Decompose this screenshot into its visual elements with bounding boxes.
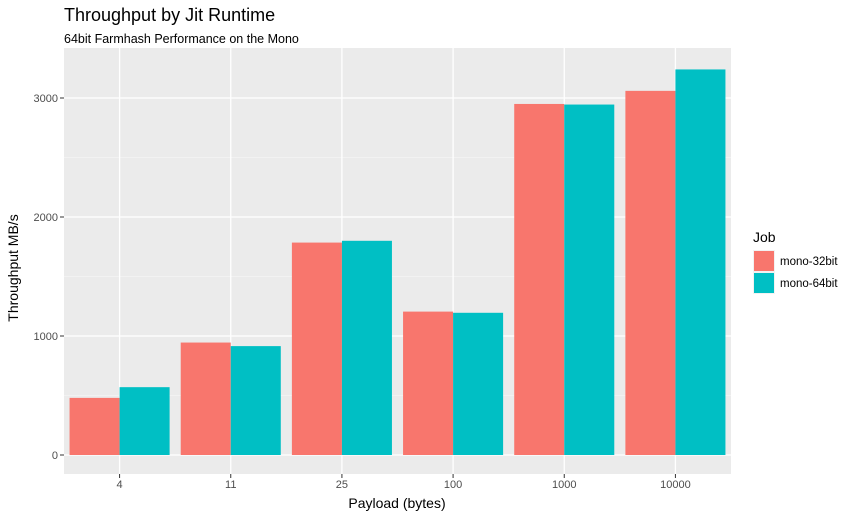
legend-label-mono-64bit: mono-64bit [780, 278, 838, 290]
y-tick-label: 0 [52, 450, 58, 462]
legend-title: Job [753, 229, 776, 245]
bar-mono-32bit-11 [180, 342, 231, 455]
x-tick-label: 10000 [660, 479, 691, 491]
x-tick-label: 1000 [552, 479, 576, 491]
bar-mono-64bit-10000 [675, 69, 726, 455]
legend: Job mono-32bit mono-64bit [753, 229, 838, 294]
bar-mono-32bit-4 [69, 397, 120, 455]
chart-title: Throughput by Jit Runtime [64, 5, 275, 25]
y-axis-title: Throughput MB/s [5, 214, 21, 321]
y-tick-label: 2000 [34, 212, 58, 224]
x-tick-label: 11 [225, 479, 236, 491]
y-axis: 0 1000 2000 3000 [34, 93, 64, 462]
bar-mono-32bit-25 [291, 242, 342, 455]
y-tick-label: 3000 [34, 93, 58, 105]
legend-label-mono-32bit: mono-32bit [780, 256, 838, 268]
chart-subtitle: 64bit Farmhash Performance on the Mono [64, 32, 299, 46]
legend-key-mono-32bit [754, 251, 774, 271]
x-tick-label: 100 [444, 479, 462, 491]
bar-mono-64bit-100 [453, 312, 504, 455]
x-tick-label: 25 [336, 479, 348, 491]
bar-mono-64bit-4 [119, 387, 170, 455]
bar-mono-64bit-25 [341, 240, 392, 455]
bars-group [69, 69, 726, 456]
plot-panel [64, 48, 731, 474]
x-axis-title: Payload (bytes) [348, 495, 445, 511]
x-tick-label: 4 [117, 479, 123, 491]
legend-key-mono-64bit [754, 273, 774, 293]
bar-mono-64bit-1000 [564, 104, 615, 456]
bar-mono-32bit-1000 [514, 103, 565, 455]
bar-mono-32bit-100 [403, 311, 454, 455]
bar-mono-64bit-11 [230, 346, 281, 455]
bar-mono-32bit-10000 [625, 90, 676, 456]
y-tick-label: 1000 [34, 331, 58, 343]
x-axis: 4 11 25 100 1000 10000 [117, 474, 691, 491]
